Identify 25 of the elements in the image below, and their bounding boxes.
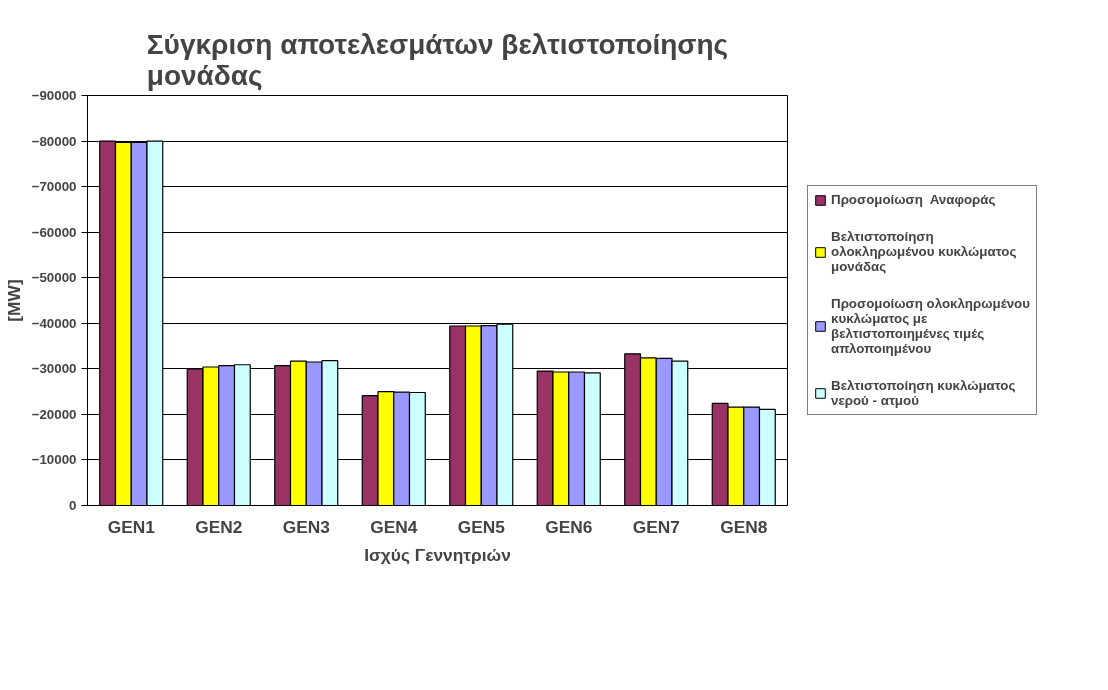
- x-tick-label: GEN2: [195, 516, 243, 537]
- x-tick-label: GEN7: [632, 516, 680, 537]
- y-tick-label: 0: [69, 498, 77, 513]
- y-tick-label: −90000: [31, 88, 77, 103]
- y-tick-label: −10000: [31, 452, 77, 468]
- x-tick-label: GEN3: [282, 516, 331, 537]
- x-tick-label: GEN4: [370, 516, 418, 537]
- x-tick-label: GEN5: [457, 516, 506, 537]
- x-tick-label: GEN6: [545, 516, 593, 537]
- chart-title: Σύγκριση αποτελεσμάτων βελτιστοποίησης μονάδας: [146, 28, 729, 91]
- x-tick-label: GEN1: [107, 516, 156, 537]
- y-tick-label: −60000: [31, 224, 77, 240]
- y-axis-title: [MW]: [3, 279, 24, 322]
- legend-label: Βελτιστοποίηση ολοκληρωμένου κυκλώματος μονάδας: [831, 229, 1017, 274]
- y-tick-label: −80000: [31, 133, 77, 149]
- y-tick-label: −70000: [31, 179, 77, 195]
- y-tick-label: −20000: [31, 406, 77, 422]
- legend-label: Προσομοίωση ολοκληρωμένου κυκλώματος με βελτιστοποιημένες τιμές απλοποιημένου: [831, 296, 1030, 356]
- y-tick-label: −40000: [31, 315, 77, 331]
- legend-label: Βελτιστοποίηση κυκλώματος νερού - ατμού: [831, 378, 1016, 408]
- y-tick-label: −50000: [31, 270, 77, 286]
- y-tick-label: −30000: [31, 361, 77, 377]
- x-tick-label: GEN8: [720, 516, 768, 537]
- x-axis-title: Ισχύς Γεννητριών: [364, 544, 511, 565]
- legend-label: Προσομοίωση Αναφοράς: [831, 192, 996, 207]
